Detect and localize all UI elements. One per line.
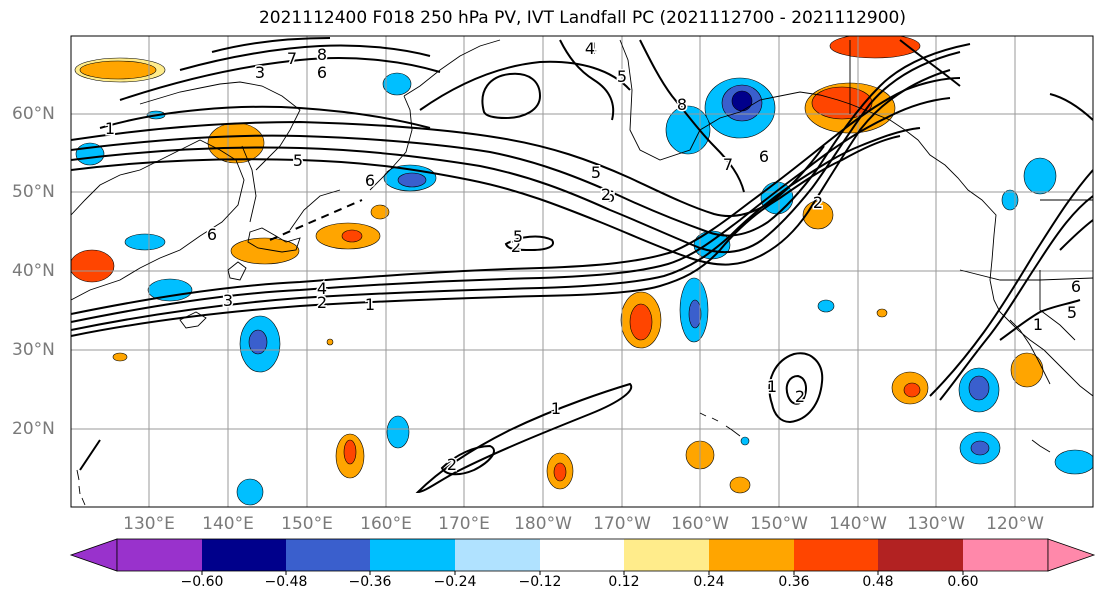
contour-label: 5 — [1067, 303, 1077, 322]
contour-label: 2 — [447, 455, 457, 474]
lon-label-160e: 160°E — [360, 514, 412, 534]
colorbar-tick-label: −0.12 — [518, 574, 562, 590]
lat-label-30n: 30°N — [12, 340, 55, 360]
colorbar — [69, 538, 1096, 575]
contour-label: 4 — [317, 279, 327, 298]
colorbar-tick-label: −0.36 — [348, 574, 392, 590]
coastlines — [71, 39, 1093, 506]
colorbar-tick-label: 0.24 — [693, 574, 725, 590]
contour-label: 6 — [207, 225, 217, 244]
lon-label-140w: 140°W — [829, 514, 887, 534]
contour-label: 6 — [317, 63, 327, 82]
lon-label-170w: 170°W — [593, 514, 651, 534]
contour-label: 3 — [255, 63, 265, 82]
contour-label: 5 — [293, 151, 303, 170]
map-plot-area — [71, 36, 1093, 507]
contour-label: 6 — [1071, 277, 1081, 296]
lat-label-40n: 40°N — [12, 261, 55, 281]
lon-label-150w: 150°W — [750, 514, 808, 534]
contour-label: 4 — [585, 39, 595, 58]
contour-label: 1 — [105, 119, 115, 138]
colorbar-tick-label: −0.60 — [180, 574, 224, 590]
contour-label: 8 — [317, 45, 327, 64]
lon-label-140e: 140°E — [202, 514, 254, 534]
colorbar-tick-label: 0.48 — [862, 574, 894, 590]
colorbar-segments — [117, 539, 1048, 571]
lon-label-130e: 130°E — [123, 514, 175, 534]
contour-label: 5 — [617, 67, 627, 86]
contour-label: 2 — [601, 185, 611, 204]
pv-contours — [71, 37, 1093, 494]
lon-label-160w: 160°W — [671, 514, 729, 534]
lat-label-20n: 20°N — [12, 419, 55, 439]
contour-label: 5 — [591, 163, 601, 182]
colorbar-tick-label: 0.36 — [778, 574, 810, 590]
lon-label-170e: 170°E — [438, 514, 490, 534]
contour-label: 5 — [513, 227, 523, 246]
contour-label: 4 — [587, 39, 597, 58]
colorbar-tick-label: 0.60 — [947, 574, 979, 590]
contour-label: 6 — [365, 171, 375, 190]
lon-label-120w: 120°W — [986, 514, 1044, 534]
contour-label: 1 — [767, 377, 777, 396]
colorbar-extend-high — [1047, 538, 1096, 572]
contour-label: 2 — [317, 293, 327, 312]
contour-label: 7 — [287, 49, 297, 68]
colorbar-tick-label: 0.12 — [608, 574, 640, 590]
contour-label: 1 — [365, 295, 375, 314]
colorbar-tick-label: −0.48 — [264, 574, 308, 590]
contour-label: 6 — [605, 187, 615, 206]
map-gridlines — [71, 36, 1093, 507]
contour-label: 8 — [677, 95, 687, 114]
contour-label: 2 — [511, 237, 521, 256]
contour-label: 1 — [551, 399, 561, 418]
map-frame — [70, 35, 1094, 508]
lon-label-130w: 130°W — [907, 514, 965, 534]
map-title: 2021112400 F018 250 hPa PV, IVT Landfall… — [258, 8, 906, 28]
lon-label-150e: 150°E — [281, 514, 333, 534]
contour-label: 3 — [223, 291, 233, 310]
contour-label: 7 — [723, 155, 733, 174]
lat-label-60n: 60°N — [12, 104, 55, 124]
contour-label: 2 — [795, 387, 805, 406]
contour-label: 1 — [1033, 315, 1043, 334]
colorbar-tick-label: −0.24 — [433, 574, 477, 590]
contour-label: 6 — [759, 147, 769, 166]
contour-labels: 1 3 7 8 6 5 6 4 3 2 1 2 1 6 5 6 5 4 2 7 … — [103, 38, 1082, 476]
lon-label-180w: 180°W — [514, 514, 572, 534]
lat-label-50n: 50°N — [12, 182, 55, 202]
colorbar-extend-low — [69, 538, 118, 572]
contour-label: 2 — [813, 193, 823, 212]
